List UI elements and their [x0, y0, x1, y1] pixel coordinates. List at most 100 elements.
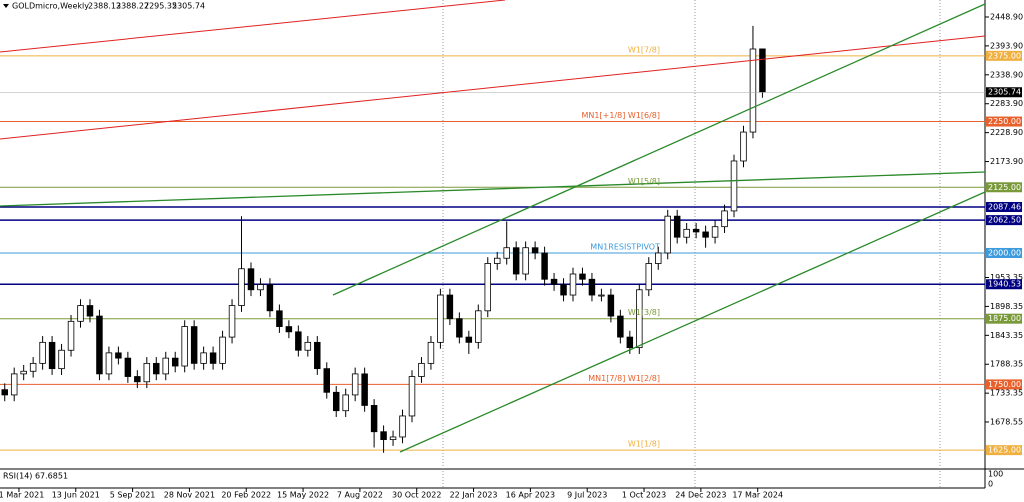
candle-body: [20, 370, 27, 375]
x-tick-label: 7 Aug 2022: [337, 491, 383, 500]
candle-body: [446, 294, 454, 320]
candle-body: [143, 362, 151, 383]
x-tick-label: 1 Oct 2023: [622, 491, 666, 500]
level-label: 1940.53: [988, 280, 1021, 289]
level-label: 2125.00: [988, 183, 1021, 192]
candle-body: [228, 305, 236, 338]
level-label-box: [986, 116, 1022, 127]
candle-body: [560, 284, 567, 296]
rsi-tick-label: 0: [988, 480, 993, 489]
candle-body: [645, 263, 653, 291]
candle-body: [683, 228, 690, 238]
candle-body: [1, 389, 8, 396]
candle-body: [721, 210, 728, 228]
candle-body: [77, 305, 84, 322]
y-tick-label: 2228.90: [990, 128, 1023, 137]
candle-body: [759, 48, 766, 93]
candle-body: [569, 273, 577, 296]
level-label-box: [986, 247, 1022, 258]
level-label-box: [986, 313, 1022, 324]
candle-body: [162, 357, 169, 375]
level-name: MN1[+1/8] W1[6/8]: [582, 111, 660, 120]
candle-body: [503, 247, 510, 259]
trendline: [332, 3, 986, 296]
level-label: 2087.46: [988, 202, 1021, 211]
candle-body: [522, 247, 529, 275]
candle-body: [351, 373, 359, 396]
candle-body: [692, 228, 700, 233]
candle-body: [238, 268, 245, 306]
x-tick-label: 5 Sep 2021: [110, 491, 156, 500]
x-tick-label: 13 Jun 2021: [52, 491, 100, 500]
level-label-box: [986, 379, 1022, 390]
level-label: 2062.50: [988, 216, 1021, 225]
candle-body: [332, 391, 340, 412]
candle-body: [276, 310, 283, 327]
menu-arrow[interactable]: [3, 4, 9, 8]
x-tick-label: 20 Feb 2022: [221, 491, 271, 500]
y-tick-label: 2283.90: [990, 99, 1023, 108]
x-tick-label: 28 Nov 2021: [164, 491, 215, 500]
candle-body: [399, 415, 406, 438]
candle-body: [323, 368, 330, 393]
x-tick-label: 21 Mar 2021: [0, 491, 44, 500]
candle-body: [626, 336, 634, 349]
y-tick-label: 1733.35: [990, 389, 1023, 398]
level-label: 1750.00: [988, 380, 1021, 389]
x-tick-label: 24 Dec 2023: [675, 491, 726, 500]
candle-body: [389, 436, 397, 441]
level-label: 2000.00: [988, 248, 1021, 257]
level-name: W1[7/8]: [628, 45, 660, 54]
candle-body: [105, 352, 113, 375]
y-tick-label: 1898.35: [990, 302, 1023, 311]
candle-body: [10, 373, 18, 396]
candle-body: [531, 247, 539, 254]
candle-body: [655, 252, 662, 264]
candle-body: [617, 315, 624, 338]
trendline: [0, 0, 506, 53]
candle-body: [427, 341, 435, 364]
level-label: 2250.00: [988, 117, 1021, 126]
candle-body: [247, 268, 255, 291]
candle-body: [437, 294, 444, 343]
candle-body: [749, 48, 757, 133]
level-label-box: [986, 445, 1022, 456]
candle-body: [58, 349, 65, 370]
candle-body: [285, 326, 293, 333]
header-open: 2388.13: [88, 2, 121, 11]
candle-body: [588, 278, 596, 296]
candle-body: [219, 336, 226, 364]
trendline: [399, 191, 986, 453]
y-tick-label: 1953.35: [990, 273, 1023, 282]
header-low: 2295.35: [144, 2, 177, 11]
candle-body: [171, 357, 179, 367]
candle-body: [740, 131, 747, 162]
rsi-tick-label: 100: [988, 470, 1003, 479]
y-tick-label: 1788.35: [990, 360, 1023, 369]
level-label: 1875.00: [988, 314, 1021, 323]
level-label: 1625.00: [988, 446, 1021, 455]
candle-body: [475, 310, 482, 343]
rsi-label: RSI(14) 67.6851: [3, 472, 68, 481]
level-name: W1[5/8]: [628, 177, 660, 186]
candle-body: [86, 305, 94, 317]
candle-body: [361, 373, 368, 406]
candle-body: [67, 320, 75, 351]
y-tick-label: 1678.55: [990, 417, 1023, 426]
candle-body: [29, 362, 37, 372]
candle-body: [418, 362, 425, 377]
candle-body: [134, 376, 141, 383]
y-tick-label: 2393.90: [990, 41, 1023, 50]
candle-body: [673, 215, 681, 238]
current-price-box: [986, 87, 1022, 98]
candle-body: [541, 252, 548, 280]
candle-body: [39, 341, 46, 364]
x-tick-label: 30 Oct 2022: [392, 491, 441, 500]
level-name: W1[1/8]: [628, 440, 660, 449]
candle-body: [512, 247, 520, 275]
candle-body: [493, 257, 501, 264]
candle-body: [550, 278, 558, 285]
level-name: W1[3/8]: [628, 308, 660, 317]
y-tick-label: 2173.90: [990, 157, 1023, 166]
